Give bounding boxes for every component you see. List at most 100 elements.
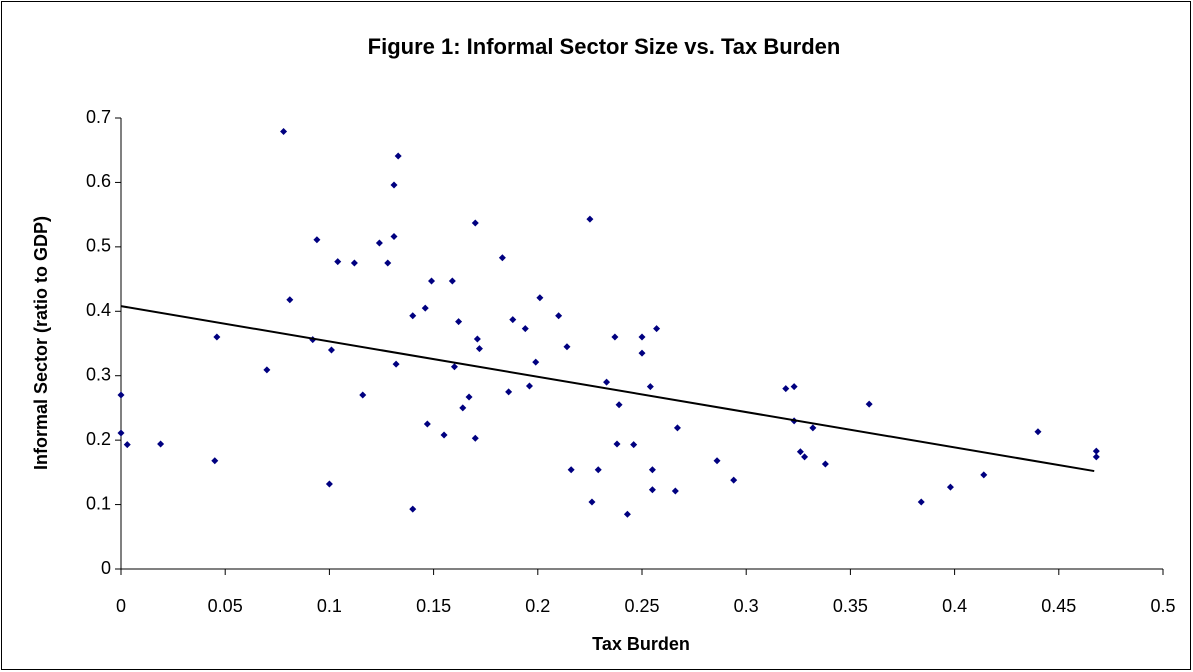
- point: [157, 440, 165, 448]
- point: [865, 400, 873, 408]
- point: [809, 424, 817, 432]
- point: [428, 277, 436, 285]
- x-tick-label: 0.1: [317, 596, 342, 616]
- point: [375, 239, 383, 247]
- point: [392, 360, 400, 368]
- point: [325, 480, 333, 488]
- point: [638, 333, 646, 341]
- x-tick-label: 0.25: [624, 596, 659, 616]
- point: [327, 346, 335, 354]
- point: [917, 498, 925, 506]
- point: [313, 236, 321, 244]
- y-tick-label: 0.1: [86, 493, 111, 513]
- point: [509, 316, 517, 324]
- point: [615, 401, 623, 409]
- trendline: [120, 305, 1095, 473]
- point: [1092, 453, 1100, 461]
- point: [455, 318, 463, 326]
- x-tick-label: 0.3: [734, 596, 759, 616]
- point: [123, 441, 131, 449]
- point: [390, 233, 398, 241]
- point: [653, 325, 661, 333]
- point: [821, 460, 829, 468]
- point: [117, 391, 125, 399]
- point: [423, 420, 431, 428]
- x-tick-label: 0.5: [1150, 596, 1175, 616]
- point: [782, 385, 790, 393]
- point: [611, 333, 619, 341]
- point: [648, 486, 656, 494]
- point: [421, 304, 429, 312]
- point: [730, 476, 738, 484]
- x-tick-label: 0.45: [1041, 596, 1076, 616]
- point: [801, 453, 809, 461]
- point: [409, 505, 417, 513]
- point: [1034, 428, 1042, 436]
- point: [213, 333, 221, 341]
- x-tick-label: 0: [116, 596, 126, 616]
- point: [946, 483, 954, 491]
- point: [359, 391, 367, 399]
- point: [980, 471, 988, 479]
- point: [673, 424, 681, 432]
- point: [450, 363, 458, 371]
- point: [471, 219, 479, 227]
- point: [505, 388, 513, 396]
- y-tick-label: 0.6: [86, 171, 111, 191]
- y-axis-title: Informal Sector (ratio to GDP): [31, 216, 51, 470]
- point: [588, 498, 596, 506]
- point: [1092, 447, 1100, 455]
- x-tick-label: 0.15: [416, 596, 451, 616]
- point: [286, 296, 294, 304]
- point: [473, 335, 481, 343]
- point: [459, 404, 467, 412]
- x-tick-label: 0.05: [208, 596, 243, 616]
- point: [409, 312, 417, 320]
- point: [448, 277, 456, 285]
- point: [713, 457, 721, 465]
- y-tick-label: 0.4: [86, 300, 111, 320]
- point: [475, 345, 483, 353]
- point: [350, 259, 358, 267]
- point: [211, 457, 219, 465]
- point: [567, 466, 575, 474]
- point: [630, 441, 638, 449]
- point: [586, 215, 594, 223]
- point: [471, 434, 479, 442]
- point: [465, 393, 473, 401]
- point: [394, 152, 402, 160]
- point: [117, 429, 125, 437]
- point: [613, 440, 621, 448]
- y-tick-label: 0.5: [86, 236, 111, 256]
- point: [603, 378, 611, 386]
- point: [536, 294, 544, 302]
- y-tick-label: 0.7: [86, 107, 111, 127]
- point: [790, 383, 798, 391]
- point: [384, 259, 392, 267]
- point: [648, 466, 656, 474]
- point: [671, 487, 679, 495]
- point: [498, 254, 506, 262]
- point: [280, 128, 288, 136]
- point: [440, 431, 448, 439]
- point: [390, 181, 398, 189]
- point: [623, 510, 631, 518]
- point: [532, 358, 540, 366]
- x-tick-label: 0.4: [942, 596, 967, 616]
- point: [334, 258, 342, 266]
- point: [555, 312, 563, 320]
- x-tick-label: 0.2: [525, 596, 550, 616]
- point: [563, 343, 571, 351]
- point: [521, 325, 529, 333]
- point: [263, 366, 271, 374]
- point: [646, 383, 654, 391]
- point: [594, 466, 602, 474]
- point: [638, 349, 646, 357]
- x-tick-label: 0.35: [833, 596, 868, 616]
- x-axis-title: Tax Burden: [592, 634, 690, 654]
- point: [796, 448, 804, 456]
- y-tick-label: 0.3: [86, 364, 111, 384]
- y-tick-label: 0.2: [86, 429, 111, 449]
- chart-title: Figure 1: Informal Sector Size vs. Tax B…: [368, 34, 841, 59]
